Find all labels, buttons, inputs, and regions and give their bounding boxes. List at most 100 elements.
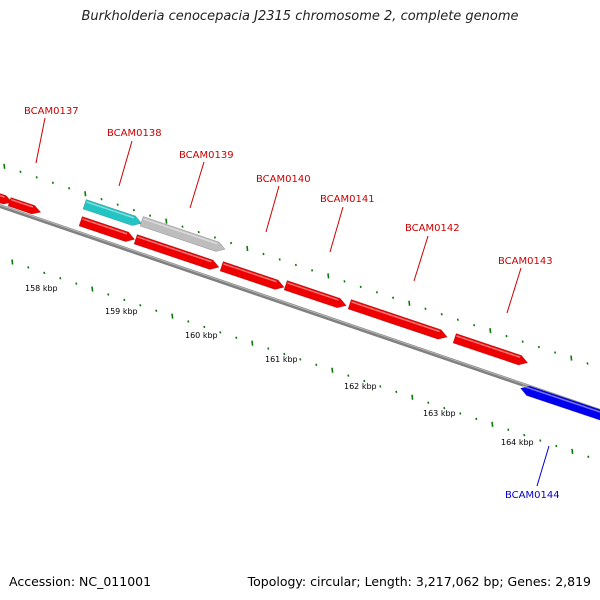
outer-major-tick [408,300,411,306]
scale-label-160: 160 kbp [185,331,218,340]
inner-minor-tick [475,417,478,421]
inner-minor-tick [587,455,590,459]
outer-minor-tick [19,170,22,174]
outer-minor-tick [213,236,216,239]
outer-minor-tick [473,323,476,327]
gene-label-bcam0142[interactable]: BCAM0142 [405,223,460,234]
inner-major-tick [11,259,14,265]
gene-label-bcam0143[interactable]: BCAM0143 [498,256,553,267]
outer-major-tick [246,245,249,252]
gene-bcam0142-highlight [351,301,440,333]
gene-bcam0144-highlight [522,385,600,413]
outer-minor-tick [424,307,427,310]
outer-tick-track [3,163,589,365]
gene-bcam0141-highlight [287,282,339,301]
outer-minor-tick [35,176,38,179]
gene-bcam0140-highlight [223,263,277,283]
gene-bcam0143[interactable] [452,333,529,366]
outer-minor-tick [375,291,378,294]
inner-minor-tick [75,282,78,285]
inner-minor-tick [267,347,270,350]
inner-minor-tick [539,439,542,442]
gene-label-bcam0140[interactable]: BCAM0140 [256,174,311,185]
leader-line-bcam0140 [265,185,280,233]
outer-minor-tick [230,241,233,245]
inner-minor-tick [107,293,110,296]
gene-features [0,190,600,423]
scale-label-158: 158 kbp [25,284,58,293]
outer-major-tick [3,163,6,169]
gene-bcam0137-highlight [10,198,34,208]
gene-bcam0141[interactable] [283,280,347,309]
inner-minor-tick [427,401,430,404]
gene-bcam0137[interactable] [7,197,42,215]
inner-minor-tick [59,277,62,280]
inner-major-tick [91,286,94,292]
inner-minor-tick [139,304,142,307]
leader-line-bcam0137 [35,117,46,164]
gene-label-bcam0144[interactable]: BCAM0144 [505,490,560,501]
outer-major-tick [165,218,168,224]
outer-major-tick [327,273,330,279]
gene-bcam0139[interactable] [139,216,226,252]
gene-bcam0140[interactable] [219,261,285,290]
gene-bcam0136-fragment[interactable] [0,190,13,205]
outer-minor-tick [456,318,459,321]
gene-bcam0144[interactable] [520,385,600,423]
scale-label-162: 162 kbp [344,382,377,391]
map-title: Burkholderia cenocepacia J2315 chromosom… [81,9,519,24]
outer-major-tick [489,328,492,334]
inner-minor-tick [459,412,462,415]
inner-minor-tick [395,390,398,394]
gene-label-bcam0138[interactable]: BCAM0138 [107,128,162,139]
gene-label-bcam0137[interactable]: BCAM0137 [24,106,79,117]
outer-minor-tick [51,181,54,185]
inner-minor-tick [347,374,350,377]
outer-minor-tick [197,230,200,234]
inner-major-tick [411,394,414,400]
inner-minor-tick [187,320,190,323]
outer-major-tick [84,191,87,197]
inner-minor-tick [363,379,366,383]
outer-minor-tick [278,258,281,261]
outer-minor-tick [343,280,346,283]
inner-minor-tick [43,271,46,275]
outer-minor-tick [505,334,508,338]
outer-minor-tick [294,263,297,267]
gene-bcam0139-highlight [143,218,218,245]
outer-minor-tick [521,340,524,343]
genome-summary-text: Topology: circular; Length: 3,217,062 bp… [247,574,591,589]
outer-minor-tick [132,208,135,212]
gene-bcam0138-highlight [82,218,128,235]
outer-minor-tick [100,197,103,201]
leader-line-bcam0143 [506,267,522,314]
gene-bcam0138[interactable] [78,216,136,242]
gene-label-bcam0141[interactable]: BCAM0141 [320,194,375,205]
outer-minor-tick [586,362,589,365]
inner-minor-tick [203,325,206,329]
inner-minor-tick [299,358,302,361]
outer-minor-tick [149,214,152,217]
outer-minor-tick [68,187,71,190]
inner-minor-tick [283,352,286,356]
inner-minor-tick [443,406,446,410]
genome-backbone [0,203,600,414]
outer-minor-tick [311,269,314,272]
scale-label-164: 164 kbp [501,438,534,447]
leader-line-bcam0138 [118,140,133,187]
gene-bcam0138-alt[interactable] [82,199,143,226]
gene-label-bcam0139[interactable]: BCAM0139 [179,150,234,161]
inner-minor-tick [219,331,222,334]
outer-minor-tick [116,203,119,206]
gene-bcam0143-highlight [456,335,521,358]
backbone-line [0,203,600,414]
inner-minor-tick [27,266,30,269]
outer-minor-tick [554,351,557,354]
gene-bcam0142[interactable] [347,299,448,340]
inner-minor-tick [123,298,126,302]
outer-minor-tick [181,225,184,228]
gene-bcam0139-forward[interactable] [133,234,220,270]
leader-line-bcam0139 [189,161,205,209]
leader-line-bcam0142 [413,235,429,282]
